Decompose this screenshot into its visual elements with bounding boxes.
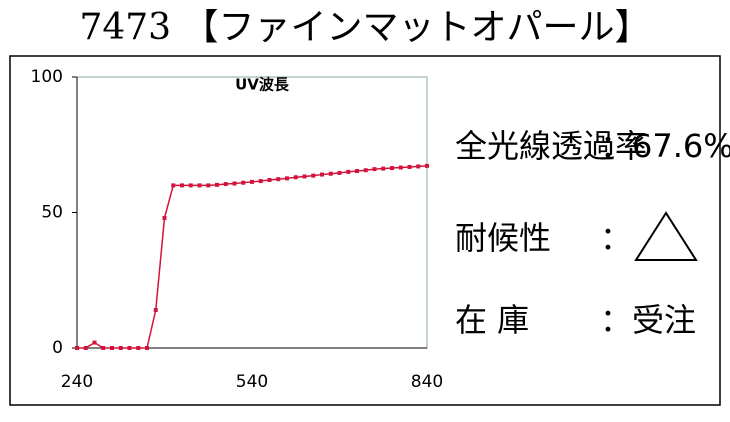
- data-point: [355, 169, 359, 174]
- data-point: [110, 346, 114, 350]
- plot-area: [76, 76, 428, 349]
- info-label: 全光線透過率: [455, 127, 647, 165]
- data-point: [250, 179, 254, 184]
- data-point: [223, 182, 228, 187]
- data-point: [390, 166, 394, 171]
- data-line: [77, 165, 428, 349]
- data-point: [92, 340, 97, 345]
- data-point: [293, 175, 298, 180]
- page-title: 7473 【ファインマットオパール】: [79, 7, 650, 48]
- info-value: ：受注: [600, 301, 696, 339]
- x-tick-label: 540: [236, 372, 268, 392]
- y-tick-label: 0: [52, 338, 63, 358]
- data-point: [267, 177, 272, 182]
- data-point: [215, 182, 219, 187]
- data-point: [311, 173, 316, 178]
- data-point: [363, 168, 368, 173]
- data-point: [197, 183, 202, 188]
- data-point: [75, 346, 79, 350]
- data-point: [328, 171, 333, 176]
- data-point: [162, 215, 167, 220]
- data-point: [258, 179, 263, 184]
- info-value: ：67.6%: [600, 127, 730, 165]
- data-point: [416, 164, 421, 169]
- data-point: [276, 177, 281, 182]
- triangle-icon: [634, 211, 698, 261]
- data-point: [346, 169, 351, 174]
- info-label: 在 庫: [455, 301, 529, 339]
- y-tick-label: 50: [41, 203, 63, 223]
- data-point: [83, 346, 88, 350]
- data-point: [127, 346, 132, 350]
- data-point: [206, 183, 211, 188]
- chart-title: UV波長: [235, 76, 290, 94]
- data-point: [180, 183, 184, 188]
- data-point: [101, 346, 106, 350]
- x-tick-label: 240: [61, 372, 93, 392]
- data-point: [171, 183, 176, 188]
- data-point: [425, 163, 429, 168]
- info-value: ：: [600, 219, 632, 257]
- info-label: 耐候性: [455, 219, 551, 257]
- data-point: [241, 180, 246, 185]
- frame: [9, 55, 721, 406]
- data-point: [302, 174, 307, 179]
- x-tick-label: 840: [411, 372, 443, 392]
- data-point: [118, 346, 123, 350]
- data-point: [145, 346, 149, 350]
- data-point: [381, 166, 386, 171]
- data-point: [407, 164, 412, 169]
- data-point: [320, 172, 324, 177]
- y-tick-label: 100: [31, 67, 63, 87]
- data-point: [337, 170, 342, 175]
- data-point: [188, 183, 193, 188]
- data-point: [285, 176, 289, 181]
- data-point: [398, 165, 403, 170]
- data-point: [153, 308, 158, 313]
- data-point: [232, 181, 237, 186]
- data-point: [136, 346, 141, 350]
- data-point: [372, 167, 377, 172]
